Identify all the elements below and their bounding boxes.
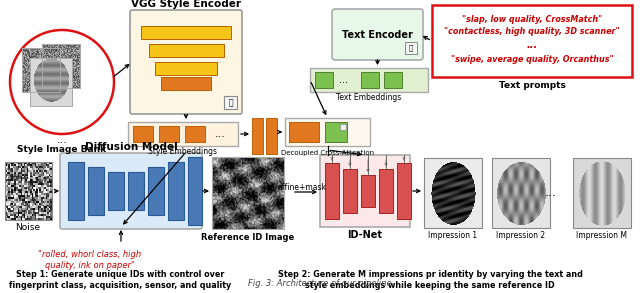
Bar (168, 162, 184, 220)
Bar (224, 96, 237, 109)
Bar (325, 163, 339, 219)
Bar (68, 162, 84, 220)
Bar (325, 122, 347, 142)
Bar (88, 167, 104, 215)
Bar (141, 26, 231, 39)
Bar (315, 72, 333, 88)
Text: ...: ... (526, 40, 538, 50)
Text: ...: ... (56, 135, 67, 145)
Bar (108, 172, 124, 210)
Bar (185, 126, 205, 142)
Bar (405, 42, 417, 54)
Bar (289, 122, 319, 142)
Bar (133, 126, 153, 142)
Text: Reference ID Image: Reference ID Image (202, 233, 294, 241)
Bar (285, 118, 370, 146)
Text: Text Encoder: Text Encoder (342, 30, 413, 40)
Text: "swipe, average quality, Orcanthus": "swipe, average quality, Orcanthus" (451, 54, 613, 64)
Bar (161, 77, 211, 90)
Bar (320, 155, 410, 227)
Text: ...: ... (545, 187, 557, 200)
Bar (424, 158, 482, 228)
Bar (5, 162, 52, 220)
Bar (159, 126, 179, 142)
Bar (492, 158, 550, 228)
Bar (397, 163, 411, 219)
Text: 🔒: 🔒 (228, 98, 233, 107)
Bar (343, 169, 357, 213)
Text: ID-Net: ID-Net (348, 230, 383, 240)
Text: Diffusion Model: Diffusion Model (84, 142, 177, 152)
Text: Style Embeddings: Style Embeddings (148, 147, 218, 156)
Text: Fig. 3: Architecture of our pipeline: Fig. 3: Architecture of our pipeline (248, 279, 392, 288)
Bar (361, 175, 375, 207)
Text: ...: ... (214, 129, 225, 139)
FancyBboxPatch shape (60, 153, 202, 229)
Bar (42, 44, 80, 88)
Bar (148, 44, 223, 57)
Text: Style Image Bank: Style Image Bank (17, 146, 107, 154)
Bar (30, 58, 72, 106)
Bar (212, 157, 284, 229)
Text: Impression M: Impression M (577, 231, 627, 241)
Text: affine+mask: affine+mask (278, 183, 326, 192)
FancyBboxPatch shape (332, 9, 423, 60)
Bar (573, 158, 631, 228)
Text: Impression 1: Impression 1 (428, 231, 477, 241)
Text: VGG Style Encoder: VGG Style Encoder (131, 0, 241, 9)
Bar (22, 48, 60, 92)
Bar (128, 172, 144, 210)
Bar (128, 122, 238, 146)
Bar (148, 167, 164, 215)
Bar (384, 72, 402, 88)
FancyBboxPatch shape (130, 10, 242, 114)
Bar (379, 169, 393, 213)
Text: 🔒: 🔒 (409, 45, 413, 51)
Bar (340, 124, 346, 130)
Bar (30, 58, 72, 106)
Text: "contactless, high quality, 3D scanner": "contactless, high quality, 3D scanner" (444, 26, 620, 35)
Text: "rolled, whorl class, high
quality, ink on paper": "rolled, whorl class, high quality, ink … (38, 250, 141, 270)
Bar (155, 62, 217, 75)
Bar (252, 118, 263, 154)
Bar (266, 118, 277, 154)
Bar (42, 44, 80, 88)
Bar (22, 48, 60, 92)
Text: Decoupled Cross-Attention: Decoupled Cross-Attention (281, 150, 374, 156)
Text: ...: ... (339, 75, 349, 85)
Text: Text prompts: Text prompts (499, 81, 565, 89)
Text: Step 1: Generate unique IDs with control over
fingerprint class, acquisition, se: Step 1: Generate unique IDs with control… (9, 270, 231, 290)
Text: Step 2: Generate M impressions pr identity by varying the text and
style embeddi: Step 2: Generate M impressions pr identi… (278, 270, 582, 290)
Bar (361, 72, 379, 88)
Text: Text Embeddings: Text Embeddings (337, 93, 402, 103)
Text: Impression 2: Impression 2 (497, 231, 545, 241)
Bar (432, 5, 632, 77)
Text: "slap, low quality, CrossMatch": "slap, low quality, CrossMatch" (462, 14, 602, 23)
Bar (310, 68, 428, 92)
Text: Noise: Noise (15, 224, 40, 233)
Bar (188, 157, 202, 225)
